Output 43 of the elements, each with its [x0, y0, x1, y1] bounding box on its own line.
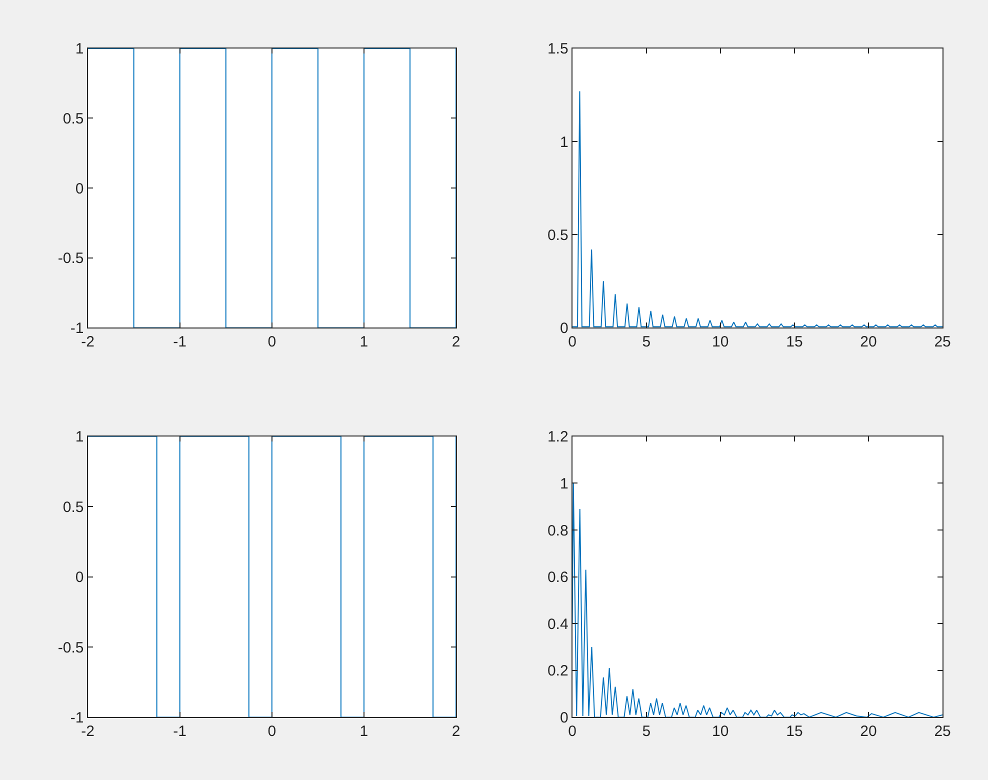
x-tick-label: 15: [786, 723, 803, 740]
y-tick-label: 0.2: [547, 662, 568, 680]
x-tick-label: -2: [81, 334, 94, 351]
y-tick-label: 1: [75, 428, 84, 446]
y-tick-label: 0: [75, 180, 84, 198]
y-tick-label: 0: [560, 709, 568, 726]
y-tick-label: 0.4: [547, 616, 568, 633]
y-tick-label: -0.5: [58, 250, 84, 268]
line-series: [572, 90, 943, 328]
x-tick-label: 0: [268, 334, 276, 351]
x-tick-label: 1: [360, 334, 368, 351]
x-tick-label: 10: [712, 723, 729, 740]
y-tick-label: -1: [70, 709, 84, 726]
y-tick-label: 0.8: [547, 522, 568, 540]
x-tick-label: 0: [268, 723, 276, 740]
y-tick-label: 1: [75, 40, 84, 58]
y-tick-label: 0.5: [547, 226, 568, 244]
y-tick-label: 0.5: [62, 110, 84, 128]
y-tick-label: 1.2: [547, 428, 568, 446]
x-tick-label: 15: [786, 334, 803, 351]
x-tick-label: 10: [712, 334, 729, 351]
y-tick-label: 1: [560, 134, 568, 151]
y-tick-label: 0: [75, 569, 84, 586]
y-tick-label: -0.5: [58, 639, 84, 656]
x-tick-label: 5: [642, 334, 651, 351]
y-tick-label: 0: [560, 320, 568, 337]
y-tick-label: 0.5: [62, 498, 84, 516]
y-tick-label: -1: [70, 320, 84, 337]
y-tick-label: 0.6: [547, 569, 568, 586]
x-tick-label: 5: [642, 723, 651, 740]
x-tick-label: 2: [452, 334, 460, 351]
x-tick-label: -1: [173, 723, 186, 740]
x-tick-label: 25: [934, 723, 951, 740]
line-series: [572, 482, 943, 718]
x-tick-label: 20: [860, 723, 877, 740]
x-tick-label: 25: [934, 334, 951, 351]
x-tick-label: -2: [81, 723, 94, 740]
y-tick-label: 1.5: [547, 40, 568, 58]
x-tick-label: 2: [452, 723, 460, 740]
x-tick-label: 1: [360, 723, 368, 740]
x-tick-label: 20: [860, 334, 877, 351]
y-tick-label: 1: [560, 475, 568, 492]
x-tick-label: -1: [173, 334, 186, 351]
